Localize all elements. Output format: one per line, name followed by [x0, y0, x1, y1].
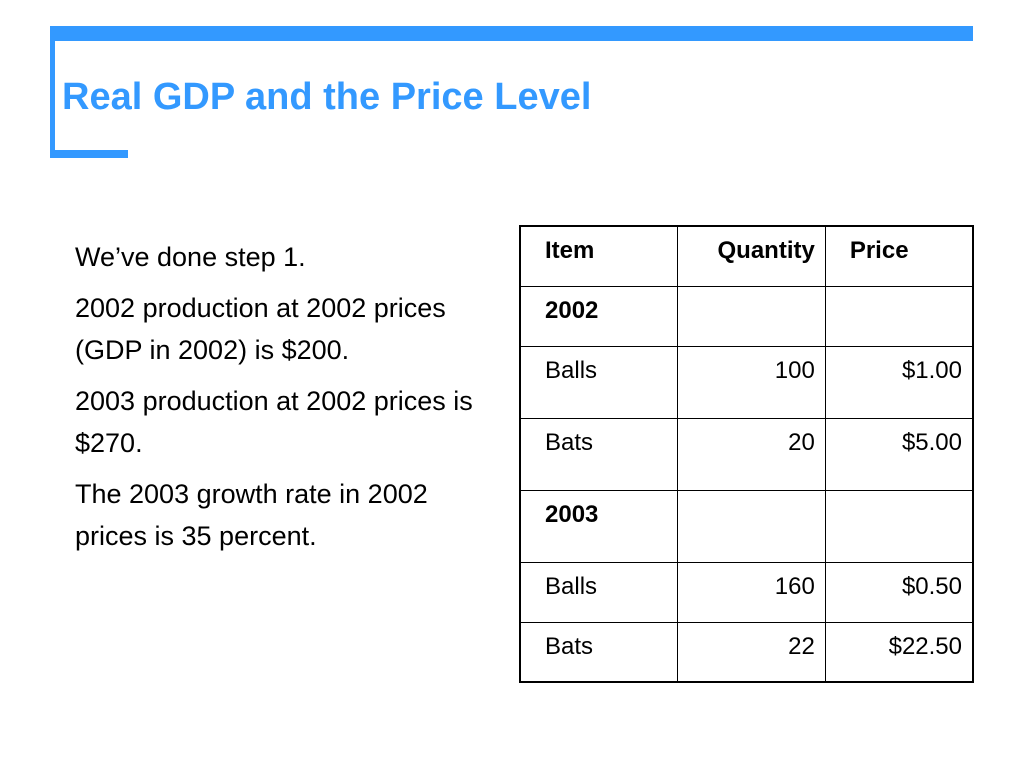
item-cell: Bats [519, 621, 679, 683]
title-accent-bar-left [50, 26, 55, 158]
year-cell: 2002 [519, 285, 679, 347]
bullet-item: 2003 production at 2002 prices is $270. [75, 386, 473, 458]
price-cell [824, 489, 974, 563]
table-row: Balls 100 $1.00 [519, 345, 974, 419]
price-cell: $22.50 [824, 621, 974, 683]
slide-title: Real GDP and the Price Level [62, 76, 592, 118]
quantity-cell: 22 [677, 621, 826, 683]
table-row: Bats 20 $5.00 [519, 417, 974, 491]
bullet-item: We’ve done step 1. [75, 242, 306, 272]
table-row-year: 2003 [519, 489, 974, 563]
column-header-price: Price [824, 225, 974, 287]
quantity-cell: 160 [677, 561, 826, 623]
column-header-item: Item [519, 225, 679, 287]
bullet-list: We’ve done step 1. 2002 production at 20… [75, 236, 485, 566]
bullet-item: The 2003 growth rate in 2002 prices is 3… [75, 479, 428, 551]
column-header-quantity: Quantity [677, 225, 826, 287]
price-cell: $5.00 [824, 417, 974, 491]
table-row: Bats 22 $22.50 [519, 621, 974, 683]
year-cell: 2003 [519, 489, 679, 563]
price-cell: $0.50 [824, 561, 974, 623]
quantity-cell: 20 [677, 417, 826, 491]
table-header-row: Item Quantity Price [519, 225, 974, 287]
title-accent-bar-top [50, 26, 973, 41]
quantity-cell [677, 285, 826, 347]
table-row-year: 2002 [519, 285, 974, 347]
price-quantity-table: Item Quantity Price 2002 Balls 100 $1.00… [519, 225, 974, 683]
quantity-cell: 100 [677, 345, 826, 419]
price-cell: $1.00 [824, 345, 974, 419]
price-cell [824, 285, 974, 347]
item-cell: Balls [519, 345, 679, 419]
quantity-cell [677, 489, 826, 563]
title-accent-bar-bottom [50, 150, 128, 158]
item-cell: Balls [519, 561, 679, 623]
item-cell: Bats [519, 417, 679, 491]
table-row: Balls 160 $0.50 [519, 561, 974, 623]
bullet-item: 2002 production at 2002 prices (GDP in 2… [75, 293, 446, 365]
